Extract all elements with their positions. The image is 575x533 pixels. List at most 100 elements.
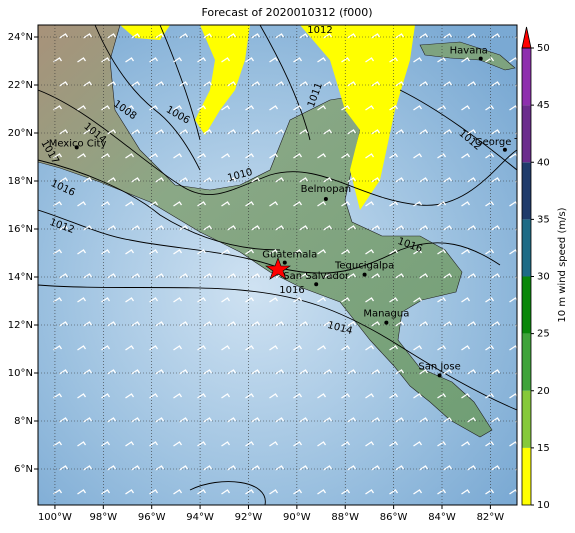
wind-barb xyxy=(107,465,117,471)
colorbar-tick-label: 10 xyxy=(537,500,550,511)
wind-barb xyxy=(395,273,405,279)
wind-barb xyxy=(275,81,285,87)
wind-barb xyxy=(59,225,69,231)
wind-barb xyxy=(149,249,159,255)
wind-barb xyxy=(461,249,471,255)
wind-barb xyxy=(275,177,285,183)
wind-barb xyxy=(317,201,327,207)
city-label: George Town xyxy=(475,137,540,148)
wind-barb xyxy=(227,273,237,279)
wind-barb xyxy=(413,201,423,207)
wind-barb xyxy=(83,129,93,135)
wind-barb xyxy=(317,441,327,447)
wind-barb xyxy=(251,273,261,279)
wind-barb xyxy=(203,177,213,183)
wind-barb xyxy=(221,297,231,303)
wind-barb xyxy=(173,345,183,351)
city-label: Tegucigalpa xyxy=(334,261,394,272)
wind-barb xyxy=(221,441,231,447)
wind-barb xyxy=(389,57,399,63)
wind-barb xyxy=(371,417,381,423)
y-tick-label: 16°N xyxy=(8,224,33,235)
colorbar-swatch xyxy=(522,219,531,277)
wind-barb xyxy=(395,33,405,39)
wind-barb xyxy=(155,177,165,183)
wind-barb xyxy=(437,345,447,351)
wind-barb xyxy=(179,81,189,87)
wind-barb xyxy=(491,33,501,39)
wind-barb xyxy=(485,297,495,303)
wind-barb xyxy=(389,249,399,255)
y-tick-label: 14°N xyxy=(8,272,33,283)
wind-barb xyxy=(173,153,183,159)
wind-barb xyxy=(197,345,207,351)
cuba xyxy=(419,41,516,71)
wind-barb xyxy=(245,57,255,63)
wind-barb xyxy=(101,57,111,63)
wind-barb xyxy=(293,249,303,255)
city-dot xyxy=(323,197,328,201)
wind-barb xyxy=(149,153,159,159)
wind-barb xyxy=(245,345,255,351)
city-label: Managua xyxy=(363,309,409,320)
wind-barb xyxy=(59,321,69,327)
wind-barb xyxy=(347,465,357,471)
wind-barb xyxy=(467,321,477,327)
wind-barb xyxy=(125,441,135,447)
wind-barb xyxy=(461,345,471,351)
wind-barb xyxy=(443,273,453,279)
wind-barb xyxy=(77,297,87,303)
wind-barb xyxy=(203,81,213,87)
wind-barb xyxy=(245,297,255,303)
wind-barb xyxy=(443,321,453,327)
wind-barb xyxy=(365,297,375,303)
wind-barb xyxy=(395,321,405,327)
wind-barb xyxy=(269,153,279,159)
y-tick-label: 20°N xyxy=(8,128,33,139)
wind-barb xyxy=(365,201,375,207)
wind-barb xyxy=(203,321,213,327)
wind-barb xyxy=(77,441,87,447)
wind-barb xyxy=(107,225,117,231)
isobar-label: 1016 xyxy=(279,285,304,296)
wind-barb xyxy=(461,153,471,159)
wind-barb xyxy=(101,489,111,495)
wind-barb xyxy=(125,201,135,207)
x-tick-label: 82°W xyxy=(477,512,505,523)
wind-barb xyxy=(347,81,357,87)
wind-barb xyxy=(389,297,399,303)
title: Forecast of 2020010312 (f000) xyxy=(201,6,372,19)
wind-barb xyxy=(293,57,303,63)
wind-barb xyxy=(197,393,207,399)
wind-barb xyxy=(341,201,351,207)
wind-barb xyxy=(179,321,189,327)
wind-barb xyxy=(227,225,237,231)
wind-barb xyxy=(365,153,375,159)
colorbar-tick-label: 15 xyxy=(537,443,550,454)
wind-barb xyxy=(149,57,159,63)
wind-barb xyxy=(131,417,141,423)
wind-barb xyxy=(317,153,327,159)
wind-barb xyxy=(299,129,309,135)
wind-barb xyxy=(419,273,429,279)
wind-barb xyxy=(269,345,279,351)
wind-barb xyxy=(179,369,189,375)
wind-barb xyxy=(365,105,375,111)
wind-barb xyxy=(413,345,423,351)
wind-barb xyxy=(437,105,447,111)
wind-barb xyxy=(203,465,213,471)
wind-barb xyxy=(323,417,333,423)
wind-barb xyxy=(323,225,333,231)
wind-barb xyxy=(227,177,237,183)
wind-barb xyxy=(461,393,471,399)
wind-barb xyxy=(203,33,213,39)
wind-barb xyxy=(413,153,423,159)
wind-barb xyxy=(83,321,93,327)
wind-barb xyxy=(131,321,141,327)
wind-barb xyxy=(485,249,495,255)
wind-over-10 xyxy=(120,25,415,210)
wind-barb xyxy=(269,297,279,303)
wind-barb xyxy=(227,369,237,375)
city-label: Havana xyxy=(450,46,488,57)
wind-barb xyxy=(491,321,501,327)
